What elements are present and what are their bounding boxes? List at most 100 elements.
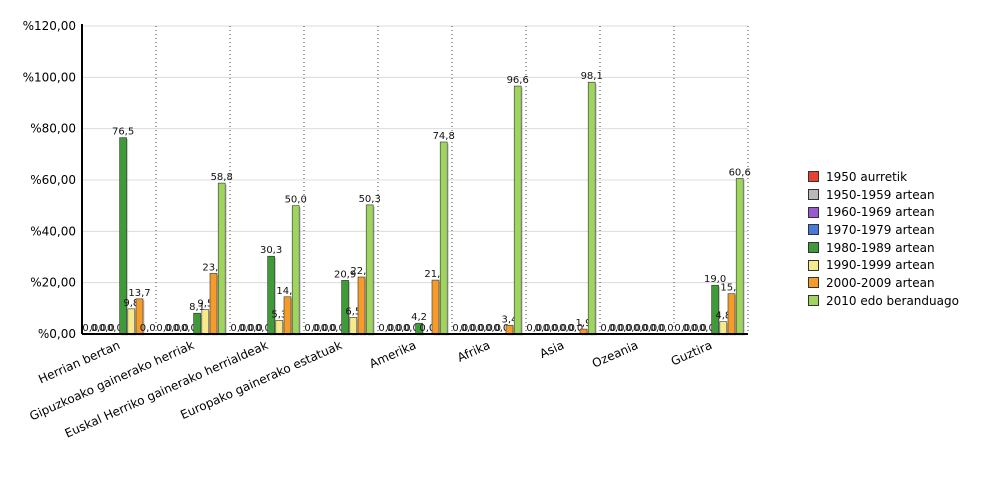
legend-swatch	[808, 295, 819, 307]
data-label: 0,0	[535, 323, 551, 334]
data-label: 0,0	[313, 323, 329, 334]
data-label: 0,0	[230, 323, 246, 334]
data-label: 0,0	[526, 323, 542, 334]
legend-item: 1960-1969 artean	[808, 203, 959, 221]
legend-item: 1980-1989 artean	[808, 239, 959, 257]
bar	[711, 284, 719, 335]
x-tick-label: Asia	[538, 338, 567, 361]
data-label: 0,0	[181, 323, 197, 334]
bar	[357, 276, 366, 335]
x-tick-label: Amerika	[367, 338, 418, 371]
x-tick-label: Guztira	[669, 338, 714, 368]
data-label: 0,0	[387, 323, 403, 334]
data-label: 0,0	[477, 323, 493, 334]
y-tick-label: %120,00	[23, 19, 76, 33]
data-label: 0,0	[658, 323, 674, 334]
data-label: 21,0	[424, 269, 446, 280]
chart-legend: 1950 aurretik 1950-1959 artean 1960-1969 a…	[808, 168, 959, 310]
data-label: 15,7	[720, 283, 742, 294]
data-label: 30,3	[260, 245, 282, 256]
bar	[735, 178, 744, 335]
data-label: 9,5	[197, 299, 213, 310]
data-label: 50,3	[359, 194, 381, 205]
bar	[513, 85, 522, 335]
legend-label: 1990-1999 artean	[826, 258, 935, 273]
data-label: 0,0	[691, 323, 707, 334]
y-tick-label: %20,00	[30, 276, 76, 290]
legend-label: 2000-2009 artean	[826, 275, 935, 290]
data-label: 1,9	[576, 318, 592, 329]
data-label: 4,2	[411, 312, 427, 323]
y-tick-label: %60,00	[30, 173, 76, 187]
legend-label: 1970-1979 artean	[826, 222, 935, 237]
legend-item: 2000-2009 artean	[808, 274, 959, 292]
x-tick-label: Afrika	[455, 338, 492, 365]
data-label: 8,1	[189, 302, 205, 313]
data-label: 6,5	[345, 306, 361, 317]
data-label: 58,8	[211, 172, 233, 183]
legend-label: 1980-1989 artean	[826, 240, 935, 255]
legend-label: 1960-1969 artean	[826, 205, 935, 220]
data-label: 0,0	[378, 323, 394, 334]
data-label: 0,0	[156, 323, 172, 334]
bar	[431, 279, 440, 335]
bar	[505, 324, 514, 335]
data-label: 13,7	[128, 288, 150, 299]
data-label: 0,0	[633, 323, 649, 334]
bar	[439, 141, 448, 335]
bar	[719, 321, 728, 335]
data-label: 0,0	[107, 323, 123, 334]
data-label: 0,0	[140, 323, 156, 334]
data-label: 0,0	[650, 323, 666, 334]
data-label: 0,0	[91, 323, 107, 334]
data-label: 98,1	[581, 71, 603, 82]
data-label: 14,5	[276, 286, 298, 297]
data-label: 0,0	[461, 323, 477, 334]
data-label: 0,0	[255, 323, 271, 334]
data-label: 19,0	[704, 274, 726, 285]
data-label: 0,0	[403, 323, 419, 334]
data-label: 0,0	[617, 323, 633, 334]
data-label: 0,0	[99, 323, 115, 334]
legend-item: 2010 edo beranduago	[808, 292, 959, 310]
legend-swatch	[808, 189, 819, 201]
data-label: 0,0	[699, 323, 715, 334]
data-label: 3,4	[502, 314, 518, 325]
data-label: 5,3	[271, 309, 287, 320]
data-label: 0,0	[395, 323, 411, 334]
y-tick-label: %100,00	[23, 70, 76, 84]
data-label: 4,8	[715, 311, 731, 322]
legend-swatch	[808, 277, 819, 289]
bar	[267, 255, 275, 335]
data-label: 0,0	[165, 323, 181, 334]
data-label: 0,0	[247, 323, 263, 334]
bar	[209, 273, 218, 335]
x-tick-label: Ozeania	[590, 338, 640, 371]
y-tick-label: %80,00	[30, 122, 76, 136]
legend-swatch	[808, 206, 819, 218]
legend-label: 2010 edo beranduago	[826, 293, 959, 308]
bar	[349, 317, 358, 335]
data-label: 0,0	[304, 323, 320, 334]
data-label: 0,0	[683, 323, 699, 334]
bar	[727, 293, 736, 335]
data-label: 0,0	[329, 323, 345, 334]
data-label: 23,6	[202, 262, 224, 273]
data-label: 0,0	[239, 323, 255, 334]
data-label: 0,0	[321, 323, 337, 334]
legend-swatch	[808, 259, 819, 271]
data-label: 0,0	[493, 323, 509, 334]
legend-label: 1950 aurretik	[826, 169, 908, 184]
bar	[365, 204, 374, 335]
data-label: 0,0	[173, 323, 189, 334]
data-label: 0,0	[600, 323, 616, 334]
data-label: 0,0	[485, 323, 501, 334]
bar	[217, 182, 226, 335]
data-label: 76,5	[112, 127, 134, 138]
data-label: 0,0	[452, 323, 468, 334]
bar	[587, 81, 596, 335]
data-label: 0,0	[559, 323, 575, 334]
legend-item: 1950 aurretik	[808, 168, 959, 186]
data-label: 22,2	[350, 266, 372, 277]
data-label: 0,0	[567, 323, 583, 334]
